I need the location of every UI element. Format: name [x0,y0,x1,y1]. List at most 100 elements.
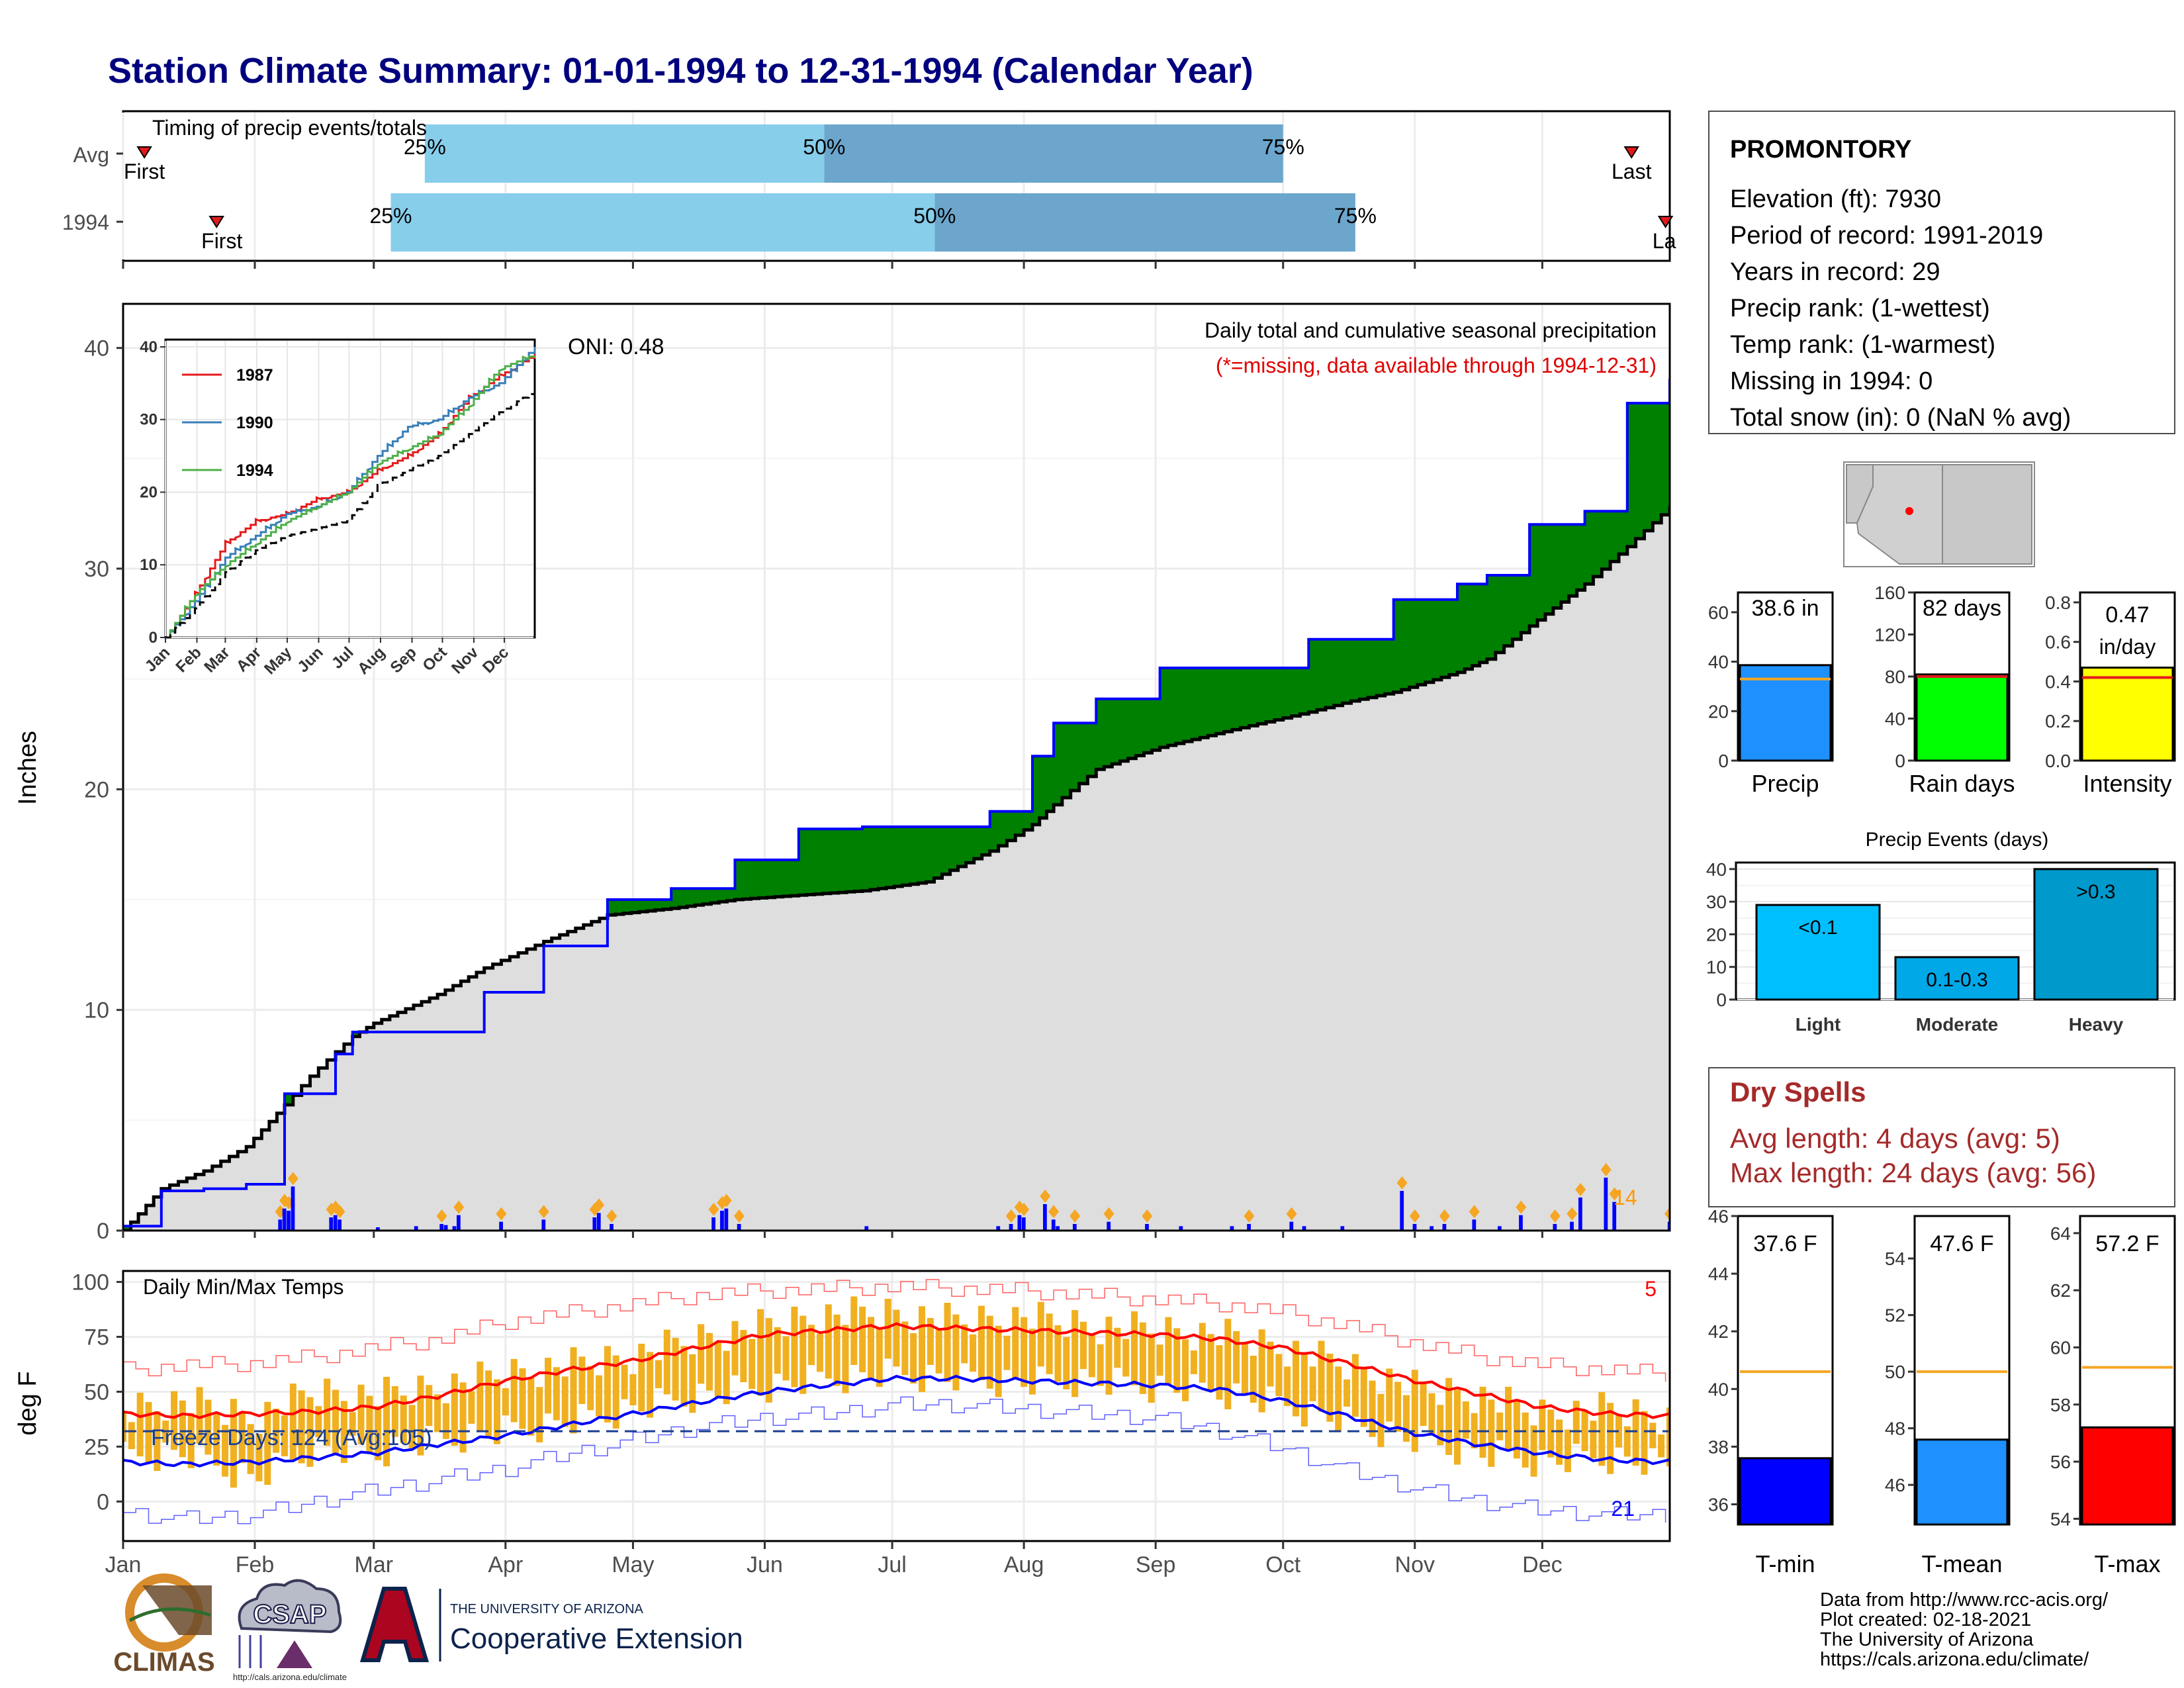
daily-temp-bar [213,1412,220,1466]
summary-y-tick-label: 40 [1708,1379,1729,1399]
map-state-nm [1942,464,2032,565]
daily-temp-bar [1182,1339,1189,1401]
daily-precip-bar [1604,1178,1608,1231]
daily-temp-bar [740,1330,747,1383]
summary-y-tick-label: 0.0 [2045,751,2071,771]
daily-temp-bar [859,1306,866,1373]
daily-temp-bar [1241,1343,1248,1393]
daily-temp-bar [706,1333,713,1391]
daily-temp-bar [1326,1353,1334,1422]
timing-avg-75-label: 75% [1262,135,1304,159]
daily-temp-bar [782,1336,790,1381]
daily-temp-bar [901,1321,909,1376]
precip-caption: Daily total and cumulative seasonal prec… [1205,318,1657,342]
summary-y-tick-label: 54 [2050,1509,2071,1529]
daily-temp-bar [128,1422,135,1450]
daily-precip-bar [1145,1224,1149,1231]
ua-logo: THE UNIVERSITY OF ARIZONA Cooperative Ex… [359,1587,743,1662]
station-temp-rank: Temp rank: (1-warmest) [1730,331,1995,359]
summary-y-tick-label: 40 [1708,652,1729,673]
daily-temp-bar [315,1406,322,1438]
events-y-tick-label: 0 [1716,990,1727,1010]
month-x-tick-label: May [612,1552,654,1577]
summary-y-tick-label: 0.2 [2045,711,2071,731]
daily-temp-bar [1564,1429,1571,1472]
daily-precip-bar [1667,1221,1670,1231]
daily-temp-bar [1114,1327,1121,1368]
daily-temp-bar [995,1325,1002,1397]
dry-spells-frame [1708,1067,2175,1207]
summary-y-tick-label: 56 [2050,1452,2071,1472]
summary-y-tick-label: 20 [1708,701,1729,722]
daily-temp-bar [357,1384,365,1444]
summary-y-tick-label: 0 [1718,751,1729,771]
daily-precip-bar [1412,1224,1417,1231]
daily-temp-bar [1003,1335,1011,1370]
timing-bar-50-75 [824,124,1283,183]
daily-temp-bar [1318,1340,1325,1412]
summary-y-tick-label: 46 [1885,1475,1905,1495]
daily-temp-bar [553,1367,560,1421]
daily-temp-bar [1471,1413,1478,1449]
daily-temp-bar [1216,1345,1223,1400]
daily-temp-bar [1547,1409,1555,1458]
daily-temp-bar [952,1314,960,1391]
precip-y-label: Inches [14,731,42,805]
footer-url: https://cals.arizona.edu/climate/ [1820,1649,2089,1670]
inset-y-tick-label: 0 [149,629,158,647]
daily-temp-bar [842,1325,849,1393]
precip-panel: 0 10 20 30 40 Inches ONI: 0.48 Daily total a… [14,303,1671,1244]
observed-cumulative-line [123,379,1670,1228]
month-x-axis: Jan Feb Mar Apr May Jun Jul Aug Sep Oct Nov Dec [105,1541,1563,1577]
daily-temp-bar [1598,1391,1606,1466]
heavy-event-marker [496,1207,507,1221]
daily-temp-bar [1522,1412,1529,1468]
precip-count-label: 14 [1614,1186,1637,1209]
daily-temp-bar [1581,1411,1588,1452]
daily-precip-bar [338,1219,341,1231]
heavy-event-marker [1516,1200,1527,1214]
summary-y-tick-label: 52 [1885,1305,1905,1326]
daily-temp-bar [1530,1425,1537,1477]
ua-extension-text: Cooperative Extension [450,1622,743,1655]
climas-logo: CLIMAS [113,1573,215,1677]
daily-temp-bar [1462,1401,1469,1439]
daily-temp-bar [1293,1340,1300,1417]
summary-value-label: 37.6 F [1753,1231,1817,1256]
daily-temp-bar [238,1411,246,1464]
daily-precip-bar [439,1224,444,1231]
summary-y-tick-label: 36 [1708,1495,1729,1515]
summary-y-tick-label: 160 [1874,583,1905,603]
freeze-days-label: Freeze Days: 124 (Avg:105) [151,1425,432,1450]
events-bar-label: <0.1 [1798,917,1837,939]
daily-precip-bar [1578,1197,1582,1231]
daily-temp-bar [1666,1407,1670,1467]
inset-legend-label: 1990 [236,414,273,432]
heavy-event-marker [1142,1209,1153,1223]
station-total-snow: Total snow (in): 0 (NaN % avg) [1730,404,2071,432]
inset-legend-label: 1994 [236,461,273,480]
summary-y-tick-label: 58 [2050,1395,2071,1415]
precip-y-tick-label: 20 [84,777,109,802]
daily-temp-bar [417,1376,424,1456]
daily-temp-bar [1156,1344,1163,1376]
daily-temp-bar [442,1403,449,1439]
events-category-label: Moderate [1916,1014,1998,1035]
summary-y-tick-label: 54 [1885,1248,1905,1269]
summary-y-tick-label: 42 [1708,1321,1729,1342]
daily-temp-bar [383,1376,390,1467]
events-bar-label: >0.3 [2076,881,2115,903]
daily-temp-bar [1488,1399,1495,1467]
summary-y-tick-label: 60 [2050,1337,2071,1358]
daily-temp-bar [799,1315,807,1394]
daily-temp-bar [519,1368,526,1429]
daily-temp-bar [196,1387,203,1444]
summary-caption-t-min: T-min [1756,1550,1815,1577]
heavy-event-marker [733,1209,745,1223]
daily-temp-bar [510,1358,518,1423]
events-y-tick-label: 10 [1706,957,1727,978]
temp-y-label: deg F [14,1371,42,1435]
footer-plot-created: Plot created: 02-18-2021 [1820,1609,2031,1630]
daily-temp-bar [187,1413,195,1468]
